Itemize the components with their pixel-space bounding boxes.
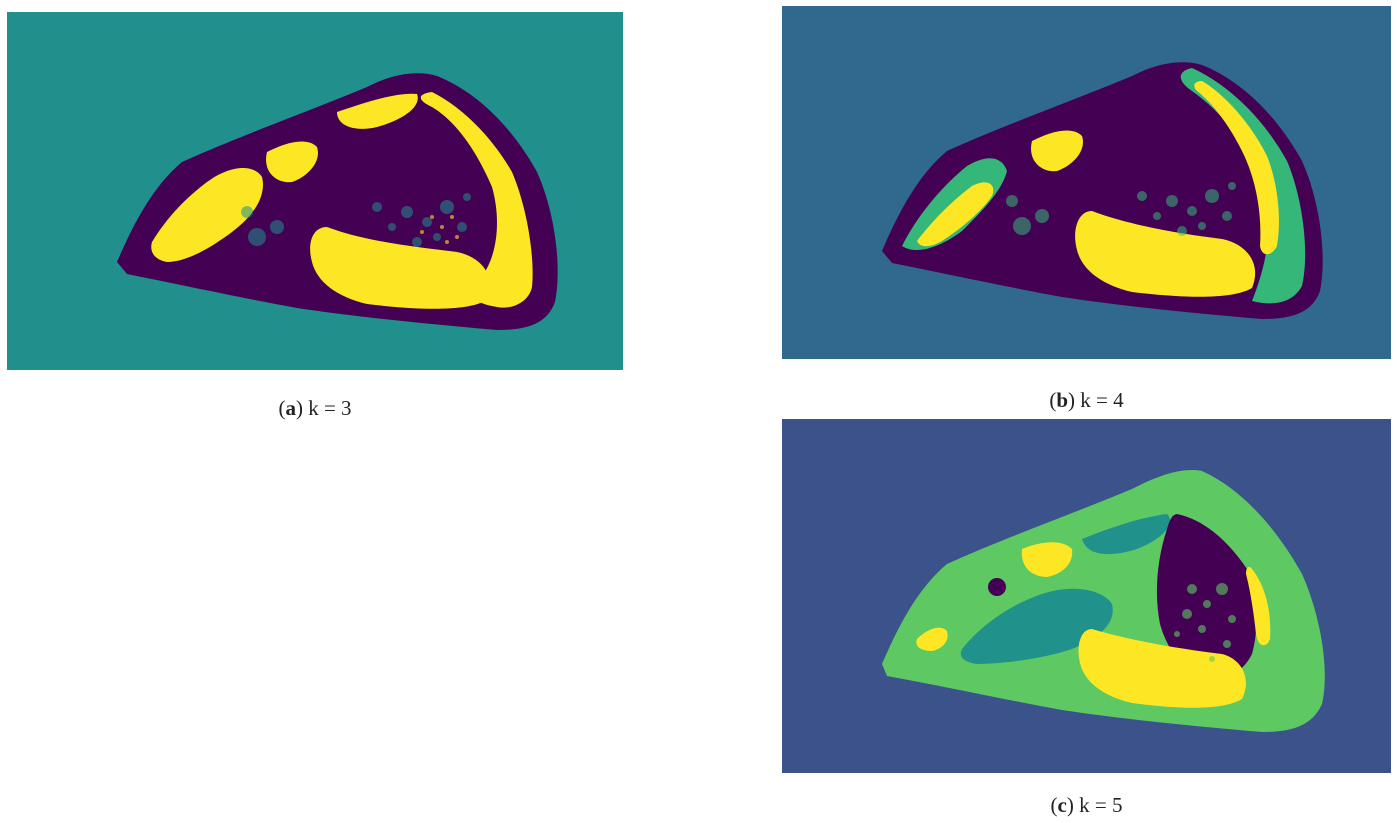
bright-region-upper (266, 141, 318, 183)
segmentation-image-k5 (782, 419, 1391, 773)
textured-center (241, 193, 471, 247)
bright-region-lower (1078, 629, 1246, 708)
bright-region-upper (1021, 542, 1073, 577)
bright-region-left (151, 167, 263, 262)
bright-region-lower (1075, 211, 1256, 297)
bright-region-left (916, 627, 948, 651)
caption-label: b (1056, 388, 1069, 412)
bright-region-right (1246, 566, 1271, 646)
teal-region-2 (1082, 514, 1171, 555)
caption-text: k = 5 (1079, 793, 1123, 817)
bright-region-ring (420, 92, 533, 308)
bright-region-lower (310, 227, 491, 309)
bright-region-ring (1194, 81, 1279, 255)
segmentation-image-k4 (782, 6, 1391, 359)
bright-region-upper (1031, 130, 1083, 172)
teal-region (960, 588, 1113, 664)
dark-spot (988, 578, 1006, 596)
caption-text: k = 4 (1080, 388, 1124, 412)
bright-region-upper-2 (337, 93, 418, 129)
bright-region-left (917, 182, 994, 247)
textured-center (1006, 182, 1236, 236)
textured-center-bright (420, 215, 459, 244)
caption-c: (c) k = 5 (1050, 793, 1123, 817)
caption-label: a (285, 396, 296, 420)
caption-b: (b) k = 4 (1049, 388, 1124, 412)
textured-center (1174, 583, 1236, 662)
caption-a: (a) k = 3 (278, 396, 352, 420)
caption-label: c (1057, 793, 1067, 817)
segmentation-image-k3 (7, 12, 623, 370)
dark-region-center (1156, 514, 1257, 681)
caption-text: k = 3 (308, 396, 352, 420)
